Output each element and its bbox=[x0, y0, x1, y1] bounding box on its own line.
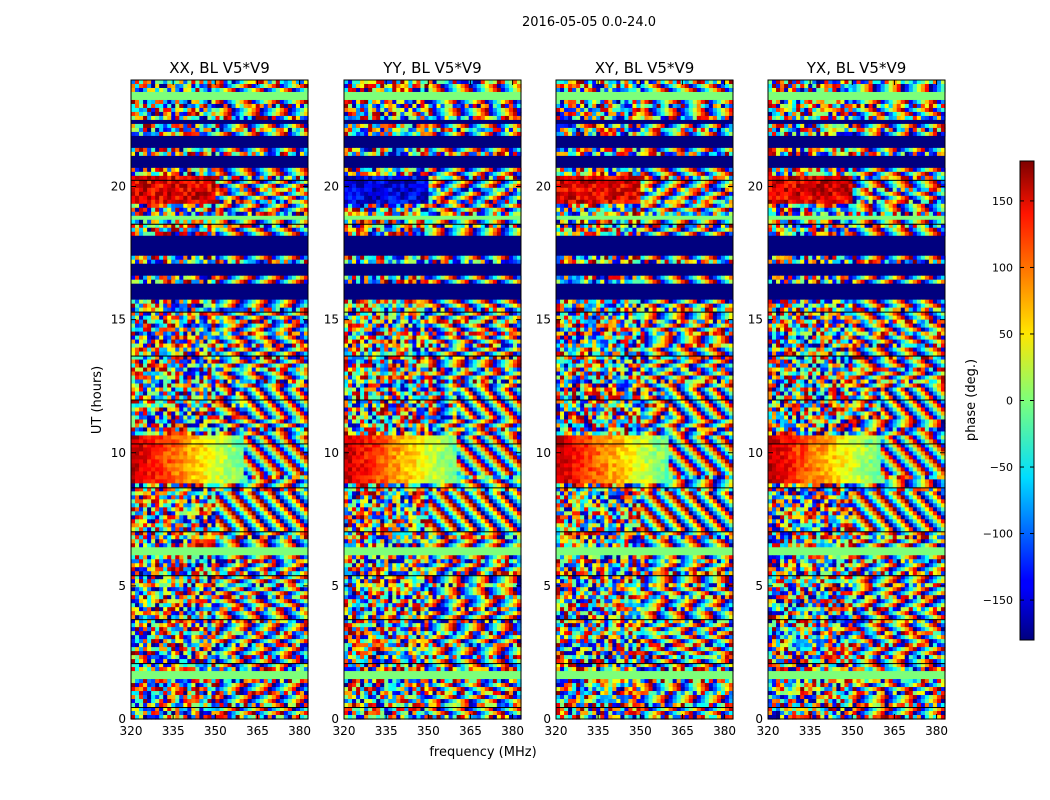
y-tick-label: 0 bbox=[331, 712, 339, 726]
x-tick-label: 365 bbox=[246, 724, 269, 738]
panel-frame bbox=[555, 79, 734, 720]
panel-frame bbox=[767, 79, 946, 720]
figure-suptitle: 2016-05-05 0.0-24.0 bbox=[522, 15, 656, 30]
panel-4: YX, BL V5*V9 0 5 10 15 20 320 335 350 365 380 bbox=[748, 59, 948, 738]
y-tick-label: 0 bbox=[543, 712, 551, 726]
x-tick-label: 320 bbox=[120, 724, 143, 738]
x-tick-label: 335 bbox=[587, 724, 610, 738]
panel-title: XX, BL V5*V9 bbox=[169, 59, 270, 77]
panel-title: YY, BL V5*V9 bbox=[382, 59, 481, 77]
panel-1: XX, BL V5*V9 0 5 10 15 20 320 335 350 365 380 bbox=[111, 59, 311, 738]
y-tick-label: 20 bbox=[536, 180, 551, 194]
x-tick-label: 320 bbox=[545, 724, 568, 738]
colorbar-tick-label: 100 bbox=[992, 261, 1013, 274]
x-axis-label: frequency (MHz) bbox=[429, 745, 536, 760]
x-tick-label: 335 bbox=[375, 724, 398, 738]
phase-heatmap bbox=[768, 80, 946, 720]
y-tick-label: 5 bbox=[118, 579, 126, 593]
panel-2: YY, BL V5*V9 0 5 10 15 20 320 335 350 365 380 bbox=[324, 59, 524, 738]
panel-frame bbox=[343, 79, 522, 720]
phase-heatmap bbox=[131, 80, 309, 720]
colorbar-tick-label: −50 bbox=[990, 461, 1013, 474]
x-tick-label: 350 bbox=[417, 724, 440, 738]
panel-3: XY, BL V5*V9 0 5 10 15 20 320 335 350 365 380 bbox=[536, 59, 736, 738]
y-tick-label: 20 bbox=[748, 180, 763, 194]
y-tick-label: 20 bbox=[324, 180, 339, 194]
y-tick-label: 5 bbox=[543, 579, 551, 593]
x-tick-label: 380 bbox=[925, 724, 948, 738]
panel-title: YX, BL V5*V9 bbox=[806, 59, 907, 77]
colorbar-tick-label: 150 bbox=[992, 195, 1013, 208]
phase-heatmap bbox=[344, 80, 522, 720]
x-tick-label: 380 bbox=[288, 724, 311, 738]
colorbar-tick-label: 0 bbox=[1006, 395, 1013, 408]
x-tick-label: 350 bbox=[204, 724, 227, 738]
colorbar-tick-label: −100 bbox=[983, 528, 1013, 541]
x-tick-label: 320 bbox=[757, 724, 780, 738]
x-tick-label: 335 bbox=[162, 724, 185, 738]
x-tick-label: 365 bbox=[671, 724, 694, 738]
y-tick-label: 5 bbox=[331, 579, 339, 593]
x-tick-label: 380 bbox=[713, 724, 736, 738]
colorbar: 150 100 50 0 −50 −100 −150 phase (deg.) bbox=[964, 160, 1035, 641]
colorbar-tick-label: −150 bbox=[983, 594, 1013, 607]
y-tick-label: 10 bbox=[324, 446, 339, 460]
x-tick-label: 350 bbox=[629, 724, 652, 738]
x-tick-label: 380 bbox=[501, 724, 524, 738]
x-tick-label: 320 bbox=[333, 724, 356, 738]
x-tick-label: 365 bbox=[459, 724, 482, 738]
y-tick-label: 15 bbox=[111, 313, 126, 327]
colorbar-tick-label: 50 bbox=[999, 328, 1013, 341]
panel-title: XY, BL V5*V9 bbox=[595, 59, 695, 77]
y-axis-label: UT (hours) bbox=[90, 366, 105, 434]
y-tick-label: 15 bbox=[748, 313, 763, 327]
y-tick-label: 15 bbox=[536, 313, 551, 327]
y-tick-label: 0 bbox=[755, 712, 763, 726]
x-tick-label: 335 bbox=[799, 724, 822, 738]
panel-frame bbox=[130, 79, 309, 720]
y-tick-label: 5 bbox=[755, 579, 763, 593]
colorbar-label: phase (deg.) bbox=[964, 359, 979, 441]
y-tick-label: 10 bbox=[748, 446, 763, 460]
x-tick-label: 350 bbox=[841, 724, 864, 738]
y-tick-label: 10 bbox=[111, 446, 126, 460]
y-tick-label: 15 bbox=[324, 313, 339, 327]
phase-heatmap bbox=[556, 80, 734, 720]
y-tick-label: 10 bbox=[536, 446, 551, 460]
x-tick-label: 365 bbox=[883, 724, 906, 738]
y-tick-label: 0 bbox=[118, 712, 126, 726]
colorbar-ticks: 150 100 50 0 −50 −100 −150 bbox=[983, 195, 1034, 607]
y-tick-label: 20 bbox=[111, 180, 126, 194]
